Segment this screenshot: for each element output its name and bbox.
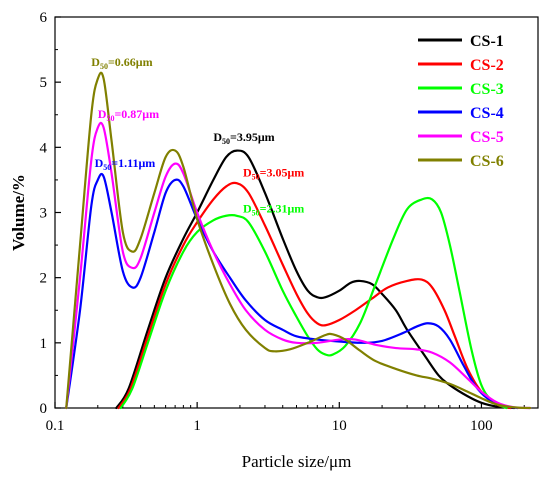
x-tick-label: 1 xyxy=(193,418,201,434)
series-line-cs-2 xyxy=(117,181,512,410)
d50-subscript: 50 xyxy=(222,137,230,146)
series-line-cs-4 xyxy=(65,172,519,410)
legend-label: CS-6 xyxy=(470,153,504,170)
y-tick-label: 3 xyxy=(40,206,48,222)
x-tick-label: 100 xyxy=(470,418,493,434)
d50-value: =2.31μm xyxy=(260,202,305,216)
y-tick-label: 4 xyxy=(40,140,48,156)
d50-label: D50=1.11μm xyxy=(95,156,156,172)
x-tick-label: 0.1 xyxy=(46,418,65,434)
d50-subscript: 50 xyxy=(252,209,260,218)
legend: CS-1 CS-2 CS-3 CS-4 CS-5 CS-6 xyxy=(418,33,504,170)
d50-symbol: D xyxy=(243,166,252,180)
legend-label: CS-4 xyxy=(470,105,504,122)
y-tick-label: 0 xyxy=(40,401,48,417)
d50-label: D50=3.05μm xyxy=(243,166,304,182)
d50-subscript: 50 xyxy=(103,163,111,172)
series-line-cs-3 xyxy=(119,196,508,410)
d50-annotations: D50=0.66μmD50=0.87μmD50=1.11μmD50=3.95μm… xyxy=(91,55,304,218)
y-tick-label: 2 xyxy=(40,271,48,287)
d50-value: =1.11μm xyxy=(111,156,155,170)
series-line-cs-5 xyxy=(65,121,532,410)
d50-symbol: D xyxy=(91,55,100,69)
y-axis: 0 1 2 3 4 5 6 xyxy=(40,10,61,417)
y-tick-label: 5 xyxy=(40,75,48,91)
legend-label: CS-1 xyxy=(470,33,504,50)
series-lines xyxy=(65,71,532,410)
y-axis-title: Volume/% xyxy=(9,174,28,251)
legend-label: CS-5 xyxy=(470,129,504,146)
d50-label: D50=2.31μm xyxy=(243,202,304,218)
d50-symbol: D xyxy=(98,107,107,121)
d50-subscript: 50 xyxy=(100,62,108,71)
d50-value: =3.05μm xyxy=(260,166,305,180)
legend-label: CS-2 xyxy=(470,57,504,74)
d50-label: D50=0.87μm xyxy=(98,107,159,123)
d50-value: =3.95μm xyxy=(230,130,275,144)
d50-value: =0.66μm xyxy=(108,55,153,69)
y-tick-label: 6 xyxy=(40,10,48,26)
y-tick-label: 1 xyxy=(40,336,48,352)
d50-subscript: 50 xyxy=(106,114,114,123)
x-axis: 0.1 1 10 100 xyxy=(46,402,525,434)
series-line-cs-6 xyxy=(65,71,532,410)
d50-symbol: D xyxy=(213,130,222,144)
d50-symbol: D xyxy=(95,156,104,170)
x-axis-title: Particle size/μm xyxy=(242,452,352,471)
x-tick-label: 10 xyxy=(332,418,347,434)
d50-subscript: 50 xyxy=(252,173,260,182)
legend-label: CS-3 xyxy=(470,81,504,98)
d50-value: =0.87μm xyxy=(114,107,159,121)
d50-label: D50=3.95μm xyxy=(213,130,274,146)
d50-label: D50=0.66μm xyxy=(91,55,152,71)
d50-symbol: D xyxy=(243,202,252,216)
